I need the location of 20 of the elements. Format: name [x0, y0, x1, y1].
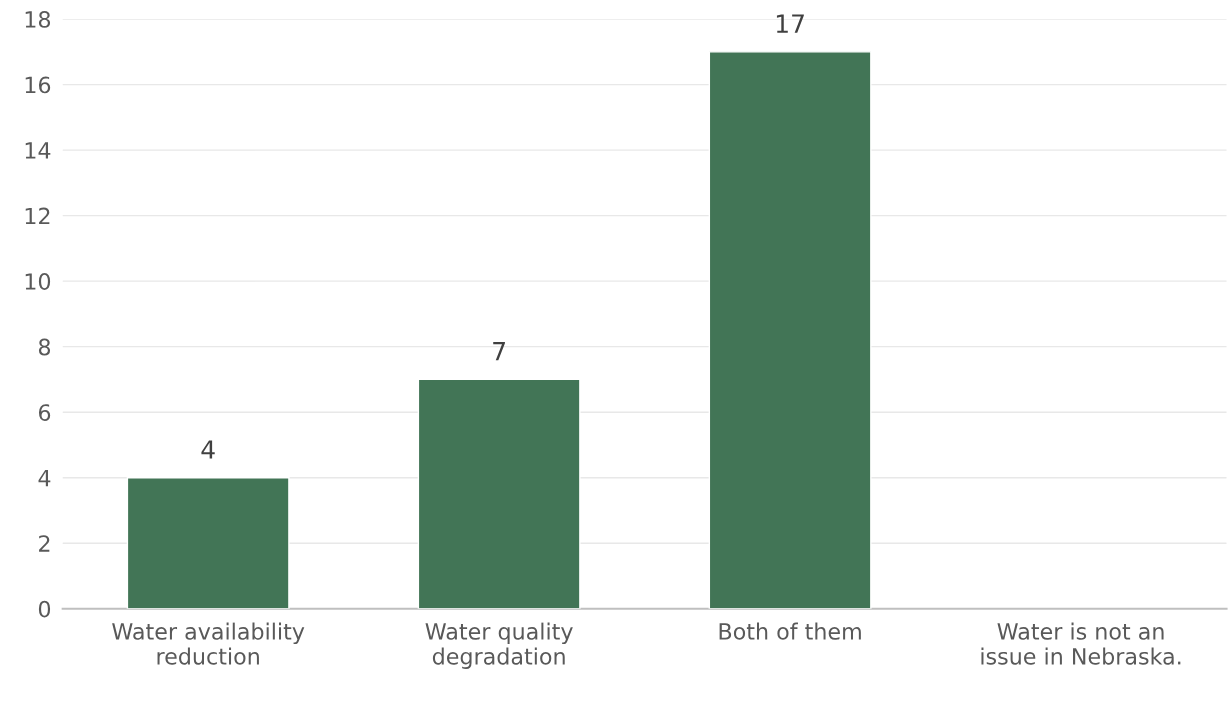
x-tick-label: Water quality degradation — [425, 622, 573, 670]
y-tick-label: 4 — [38, 469, 51, 487]
bar — [708, 51, 872, 609]
y-tick-label: 18 — [25, 11, 51, 28]
bar — [417, 378, 581, 609]
y-tick-label: 2 — [39, 535, 50, 552]
x-tick-label: Both of them — [719, 622, 861, 640]
x-tick-label: Water is not an issue in Nebraska. — [981, 622, 1181, 665]
y-tick-label: 10 — [25, 273, 51, 290]
data-label: 7 — [493, 342, 505, 361]
data-label: 4 — [201, 440, 215, 459]
data-label: 17 — [776, 14, 804, 33]
bar — [126, 477, 290, 609]
y-tick-label: 14 — [25, 142, 51, 159]
y-tick-label: 6 — [38, 404, 51, 421]
x-tick-label: Water availability reduction — [112, 622, 305, 665]
y-tick-label: 16 — [25, 76, 51, 94]
y-tick-label: 8 — [38, 338, 51, 356]
y-tick-label: 0 — [38, 600, 51, 618]
y-tick-label: 12 — [25, 207, 50, 225]
